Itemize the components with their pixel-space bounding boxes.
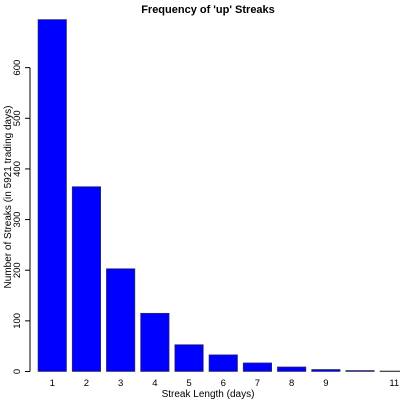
y-axis: 0 100 200 300 400 500 600 [12,60,31,374]
bar-1 [37,19,67,372]
x-tick-label-1: 1 [50,378,55,389]
bar-4 [140,312,170,372]
bar-10 [345,370,375,372]
y-tick-label-600: 600 [12,60,23,76]
bar-8 [277,366,307,372]
x-tick-label-2: 2 [84,378,89,389]
y-tick-label-200: 200 [12,262,23,278]
y-tick-label-0: 0 [12,369,23,374]
y-tick-label-100: 100 [12,313,23,329]
y-tick-label-500: 500 [12,110,23,126]
x-tick-label-11: 11 [389,378,399,389]
bar-6 [208,354,238,372]
x-tick-label-5: 5 [186,378,191,389]
y-tick-label-400: 400 [12,161,23,177]
bar-11 [379,370,400,372]
x-tick-label-8: 8 [289,378,294,389]
bar-5 [174,344,204,372]
x-axis-tick-labels: 1 2 3 4 5 6 7 8 9 11 [50,378,400,389]
x-tick-label-6: 6 [221,378,226,389]
y-tick-label-300: 300 [12,212,23,228]
bar-9 [311,369,341,372]
x-tick-label-7: 7 [255,378,260,389]
bar-2 [71,186,101,372]
y-axis-label: Number of Streaks (in 5921 trading days) [3,106,14,289]
bar-3 [106,268,136,372]
bars-group [37,19,400,372]
x-tick-label-4: 4 [152,378,157,389]
x-axis-label: Streak Length (days) [162,389,255,400]
x-tick-label-9: 9 [323,378,328,389]
chart-title: Frequency of 'up' Streaks [141,4,275,16]
x-tick-label-3: 3 [118,378,123,389]
bar-7 [242,362,272,372]
